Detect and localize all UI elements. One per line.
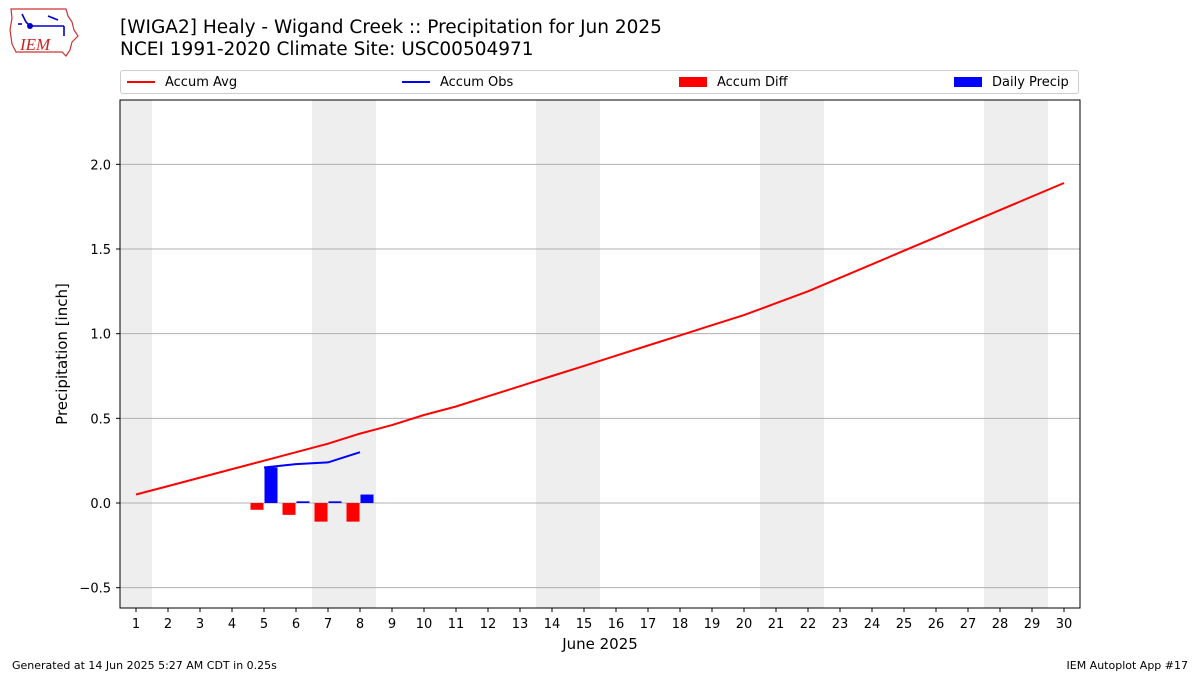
chart-legend: Accum Avg Accum Obs Accum Diff Daily Pre… <box>120 70 1079 94</box>
x-tick-label: 19 <box>704 617 721 632</box>
weekend-shade <box>984 100 1048 608</box>
legend-label: Daily Precip <box>992 74 1069 90</box>
chart-title-line1: [WIGA2] Healy - Wigand Creek :: Precipit… <box>120 17 662 38</box>
footer-app: IEM Autoplot App #17 <box>1066 659 1189 672</box>
y-tick-label: 0.0 <box>90 497 111 512</box>
legend-item-daily-precip: Daily Precip <box>954 71 1069 93</box>
x-tick-label: 3 <box>196 617 204 632</box>
legend-label: Accum Obs <box>440 74 514 90</box>
bar-daily-precip <box>296 501 310 504</box>
x-tick-label: 5 <box>260 617 268 632</box>
x-tick-label: 15 <box>576 617 593 632</box>
chart-title: [WIGA2] Healy - Wigand Creek :: Precipit… <box>120 17 662 61</box>
y-tick-label: 0.5 <box>90 412 111 427</box>
weekend-shade <box>760 100 824 608</box>
bar-accum-diff <box>314 503 328 522</box>
x-tick-label: 8 <box>356 617 364 632</box>
weekend-shade <box>312 100 376 608</box>
x-tick-label: 9 <box>388 617 396 632</box>
y-tick-label: −0.5 <box>79 582 111 597</box>
bar-daily-precip <box>328 501 342 504</box>
x-tick-label: 2 <box>164 617 172 632</box>
y-axis-label: Precipitation [inch] <box>53 283 71 425</box>
x-tick-label: 10 <box>416 617 433 632</box>
x-tick-label: 22 <box>800 617 817 632</box>
x-tick-label: 14 <box>544 617 561 632</box>
legend-label: Accum Avg <box>165 74 238 90</box>
y-tick-label: 1.5 <box>90 243 111 258</box>
series-line-accum-obs <box>263 451 361 469</box>
x-tick-label: 28 <box>992 617 1009 632</box>
legend-swatch <box>127 81 155 83</box>
x-tick-label: 20 <box>736 617 753 632</box>
x-tick-label: 18 <box>672 617 689 632</box>
legend-swatch <box>679 77 707 87</box>
x-tick-label: 23 <box>832 617 849 632</box>
legend-swatch <box>954 77 982 87</box>
x-tick-label: 12 <box>480 617 497 632</box>
bar-daily-precip <box>360 494 374 504</box>
iem-logo: IEM <box>8 6 80 58</box>
bar-accum-diff <box>250 503 264 510</box>
x-tick-label: 26 <box>928 617 945 632</box>
chart-title-line2: NCEI 1991-2020 Climate Site: USC00504971 <box>120 39 534 60</box>
legend-item-accum-diff: Accum Diff <box>679 71 788 93</box>
bar-daily-precip <box>264 467 278 504</box>
x-tick-label: 6 <box>292 617 300 632</box>
x-tick-label: 1 <box>132 617 140 632</box>
legend-swatch <box>402 81 430 83</box>
footer-generated: Generated at 14 Jun 2025 5:27 AM CDT in … <box>12 659 277 672</box>
x-tick-label: 25 <box>896 617 913 632</box>
x-tick-label: 29 <box>1024 617 1041 632</box>
x-tick-label: 16 <box>608 617 625 632</box>
x-tick-label: 30 <box>1056 617 1073 632</box>
legend-label: Accum Diff <box>717 74 788 90</box>
x-tick-label: 4 <box>228 617 236 632</box>
weekend-shade <box>120 100 152 608</box>
y-tick-label: 1.0 <box>90 328 111 343</box>
x-axis-label: June 2025 <box>561 635 638 653</box>
bar-accum-diff <box>346 503 360 522</box>
x-tick-label: 13 <box>512 617 529 632</box>
x-tick-label: 21 <box>768 617 785 632</box>
weekend-shade <box>536 100 600 608</box>
bar-accum-diff <box>282 503 296 515</box>
plot-frame <box>119 99 1081 609</box>
legend-item-accum-obs: Accum Obs <box>402 71 513 93</box>
legend-item-accum-avg: Accum Avg <box>127 71 237 93</box>
logo-text: IEM <box>19 35 51 54</box>
x-tick-label: 24 <box>864 617 881 632</box>
x-tick-label: 17 <box>640 617 657 632</box>
series-line-accum-avg <box>135 182 1065 496</box>
x-tick-label: 7 <box>324 617 332 632</box>
x-tick-label: 27 <box>960 617 977 632</box>
x-tick-label: 11 <box>448 617 465 632</box>
y-tick-label: 2.0 <box>90 158 111 173</box>
